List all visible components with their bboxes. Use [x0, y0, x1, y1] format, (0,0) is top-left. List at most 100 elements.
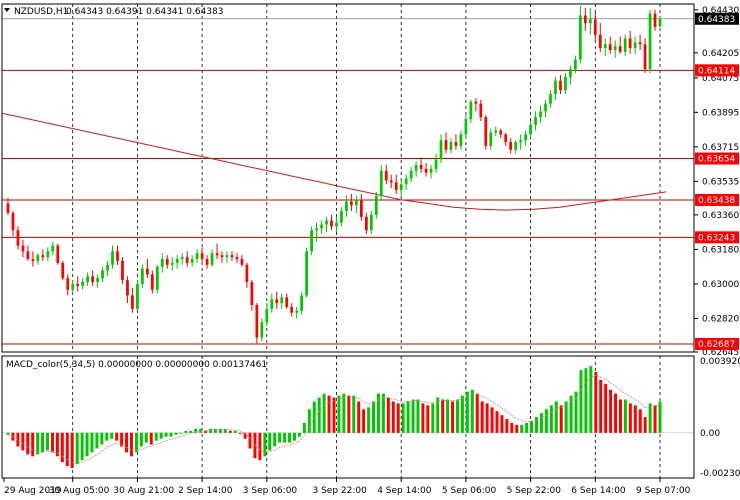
candle [265, 303, 269, 327]
macd-bar [154, 432, 158, 441]
macd-bar [268, 432, 272, 451]
candle-body [36, 255, 40, 261]
macd-bar [278, 432, 282, 443]
candle-body [554, 80, 557, 95]
macd-panel[interactable] [2, 356, 694, 478]
candle [424, 163, 428, 177]
macd-bar [362, 409, 366, 433]
price-label: 0.63535 [702, 177, 739, 187]
price-panel[interactable] [1, 4, 694, 352]
candle [330, 214, 333, 231]
macd-bar [426, 405, 430, 433]
candle [489, 128, 493, 150]
candle-body [215, 253, 219, 256]
candle-body [454, 142, 458, 146]
macd-bar [628, 403, 632, 433]
macd-bar [604, 383, 608, 433]
candle [464, 115, 468, 139]
candle-body [618, 46, 622, 52]
macd-bar [248, 432, 252, 449]
candle-body [300, 295, 304, 311]
candle [369, 211, 373, 235]
candle [623, 34, 627, 56]
macd-bar [130, 432, 133, 457]
macd-bar [574, 391, 578, 433]
macd-bar [539, 413, 543, 433]
macd-bar [213, 428, 217, 433]
candle [519, 134, 523, 150]
macd-bar [46, 432, 49, 451]
macd-bar [376, 393, 380, 433]
price-tag-label: 0.62687 [698, 340, 735, 350]
candle [285, 293, 289, 309]
candle-body [434, 159, 438, 169]
candle-body [145, 268, 149, 275]
price-tag [695, 231, 739, 244]
macd-label: MACD_color(5,34,5) 0.00000000 0.00000000… [6, 360, 267, 370]
macd-bar [535, 417, 538, 433]
macd-bar [609, 389, 613, 433]
macd-axis-label: 0.00 [700, 429, 720, 439]
candle-body [126, 280, 129, 296]
candle-body [76, 283, 80, 286]
macd-bar [204, 430, 208, 433]
macd-bar [347, 395, 351, 433]
macd-bar [36, 432, 40, 455]
collapse-arrow-icon[interactable] [4, 8, 10, 12]
candle-body [603, 44, 607, 49]
candle [643, 38, 647, 74]
candle [529, 120, 532, 139]
candle [255, 303, 259, 344]
candle [608, 36, 612, 54]
candle [86, 272, 90, 286]
candle [449, 138, 453, 154]
macd-bar [307, 409, 311, 433]
macd-bar [11, 432, 15, 441]
price-tag [695, 64, 739, 77]
candle-body [519, 140, 523, 143]
candle [81, 278, 85, 290]
candle [574, 55, 577, 74]
candle [61, 260, 65, 281]
candle [275, 291, 279, 309]
price-tag-label: 0.63654 [698, 155, 735, 165]
candle-body [384, 170, 388, 181]
candle-body [210, 253, 214, 265]
candle-body [260, 322, 264, 338]
candle [16, 226, 20, 250]
macd-bar [90, 432, 94, 453]
macd-bar [396, 403, 400, 433]
candle [210, 249, 214, 267]
candle-body [494, 130, 498, 133]
candle-body [559, 80, 562, 91]
time-label: 6 Sep 14:00 [571, 486, 626, 496]
time-label: 5 Sep 22:00 [507, 486, 562, 496]
macd-bar [525, 422, 529, 433]
candle [588, 7, 592, 35]
macd-bar [619, 399, 622, 433]
candle [106, 260, 109, 277]
candle-body [81, 282, 85, 286]
candle [559, 74, 562, 95]
macd-bar [342, 393, 346, 433]
candle-body [374, 195, 378, 215]
candle [315, 222, 318, 242]
candle [220, 251, 224, 263]
candle [200, 247, 204, 263]
candle-body [195, 253, 199, 260]
candle [404, 174, 408, 190]
macd-bar [515, 424, 519, 433]
candle [384, 165, 388, 185]
candle [116, 245, 119, 265]
macd-bar [159, 432, 163, 439]
macd-bar [658, 401, 662, 433]
macd-bar [530, 421, 534, 433]
candle-body [499, 130, 503, 135]
candle-body [608, 44, 612, 51]
candle [126, 276, 129, 304]
candle [175, 255, 179, 269]
candle-body [484, 117, 488, 146]
candle [549, 90, 552, 108]
candle [280, 293, 284, 309]
